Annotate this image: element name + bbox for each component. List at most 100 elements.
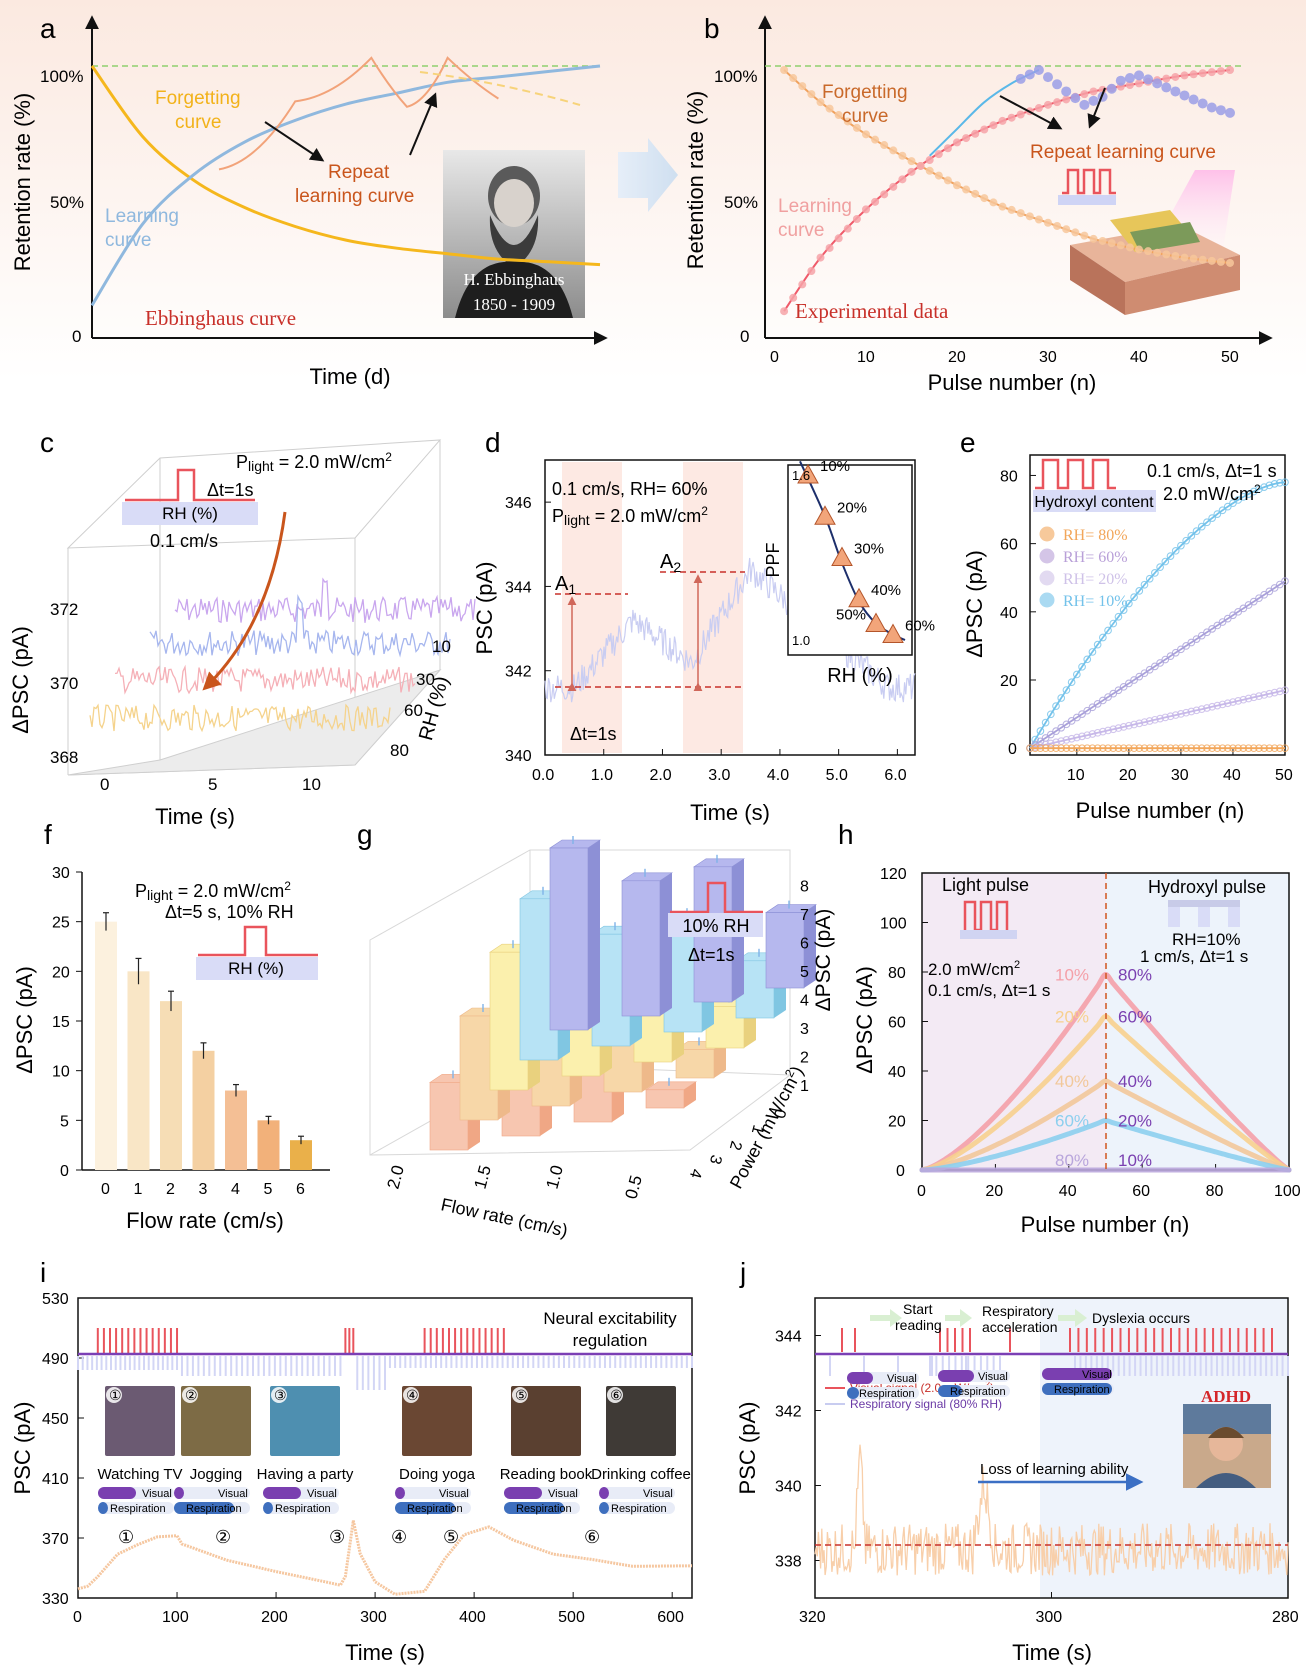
f-bar-5 [257, 1120, 280, 1170]
d-inset-triangle [814, 505, 836, 525]
e-point [1067, 734, 1076, 743]
e-point [1265, 689, 1274, 698]
g-xlabel: Flow rate (cm/s) [439, 1194, 569, 1240]
panel-letter-i: i [40, 1257, 46, 1288]
e-point [1166, 552, 1175, 560]
e-point [1265, 744, 1274, 753]
g-power-4: 4 [686, 1167, 705, 1180]
i-activity-label-2: Having a party [257, 1466, 354, 1483]
g-box1: 10% RH [682, 916, 749, 936]
b-xtick-50: 50 [1221, 349, 1239, 366]
h-ytick-120: 120 [880, 866, 907, 883]
j-xlabel: Time (s) [1012, 1640, 1092, 1665]
g-flow-2.0: 2.0 [384, 1163, 408, 1191]
h-left-label-2: 40% [1055, 1072, 1089, 1091]
e-point [1114, 724, 1123, 732]
e-point [1072, 733, 1081, 742]
i-title2: regulation [573, 1331, 648, 1350]
e-point [1161, 655, 1170, 664]
b-ylabel: Retention rate (%) [683, 91, 708, 270]
e-point [1182, 536, 1190, 545]
b-forgetting-point [798, 82, 807, 91]
b-repeat-point [1070, 93, 1081, 104]
e-ylabel: ΔPSC (pA) [962, 550, 987, 658]
g-ztick-8: 8 [800, 879, 809, 896]
g-power-ticks: 0 1 2 3 4 [686, 1107, 789, 1180]
d-inset-xlabel: RH (%) [827, 665, 893, 687]
j-legend-resp: Respiratory signal (80% RH) [850, 1397, 1002, 1411]
f-xtick-1: 1 [134, 1181, 143, 1198]
e-point [1125, 679, 1133, 688]
a-repeat-tail [419, 71, 581, 106]
i-xtick-200: 200 [261, 1609, 288, 1626]
b-forgetting-point [943, 176, 952, 185]
g-bar-front [549, 847, 589, 1031]
i-bar-bg [599, 1487, 675, 1499]
e-point [1213, 621, 1222, 630]
b-forgetting-point [825, 104, 834, 113]
b-forgetting-point [1016, 209, 1025, 218]
e-legend-3: RH= 10% [1063, 593, 1128, 610]
c-power-p: P [236, 452, 248, 472]
e-point [1093, 700, 1102, 708]
e-point [1151, 662, 1159, 671]
i-trace-marker-0: ① [118, 1527, 134, 1547]
h-left-label-1: 20% [1055, 1008, 1089, 1027]
panel-f: f 0 5 10 15 20 25 30 0 1 2 3 4 5 6 Plight = 2.0 mW/c… [12, 819, 330, 1233]
e-point [1145, 665, 1154, 674]
i-bar-bg [599, 1502, 675, 1514]
b-repeat-point [1015, 73, 1026, 84]
e-point [1270, 584, 1279, 592]
c-x-ticks: 0 5 10 [100, 775, 321, 794]
e-point [1249, 597, 1258, 606]
d-dt: Δt=1s [570, 724, 617, 744]
g-ztick-2: 2 [800, 1050, 809, 1067]
i-activity-label-0: Watching TV [97, 1466, 182, 1483]
b-repeat-point [1134, 70, 1144, 81]
e-ytick-60: 60 [1000, 537, 1018, 554]
h-xtick-60: 60 [1132, 1183, 1150, 1200]
j-resp-label-2: Respiration [1054, 1384, 1110, 1396]
b-forgetting-point [1144, 247, 1153, 256]
i-activity-num-3: ④ [406, 1387, 419, 1403]
e-point [1218, 744, 1227, 753]
e-point [1255, 692, 1263, 700]
e-legend-marker [1039, 592, 1055, 608]
h-right-label-0: 80% [1118, 965, 1152, 984]
b-learning-point [816, 253, 825, 262]
e-point [1135, 744, 1144, 753]
e-point [1046, 710, 1055, 719]
g-bar-front [645, 1089, 685, 1109]
j-visual-resp-bars: Visual Respiration Visual Respiration Visual… [847, 1368, 1114, 1400]
b-learning-point [943, 144, 952, 153]
e-point [1140, 718, 1149, 727]
b-forgetting-point [1180, 253, 1189, 262]
e-point [1234, 607, 1243, 616]
b-forgetting-point [1007, 205, 1016, 214]
b-learning-point [834, 234, 843, 243]
h-ytick-60: 60 [888, 1015, 906, 1032]
i-ytick-450: 450 [42, 1411, 69, 1428]
e-point [1145, 717, 1154, 725]
e-point [1099, 744, 1107, 753]
j-step1: Start [903, 1301, 933, 1317]
j-visual-label-1: Visual [978, 1371, 1008, 1383]
e-point [1140, 669, 1149, 678]
i-activity-num-4: ⑤ [515, 1387, 528, 1403]
e-plot-frame [1029, 454, 1286, 756]
j-resp-bar [938, 1385, 962, 1397]
i-activity-badge [271, 1387, 287, 1403]
e-point [1223, 614, 1232, 623]
b-repeat-point [1124, 73, 1135, 84]
d-ytick-342: 342 [505, 664, 532, 681]
b-forgetting-point [1189, 254, 1198, 263]
f-xtick-4: 4 [231, 1181, 240, 1198]
b-forgetting-point [1116, 241, 1125, 250]
i-xlabel: Time (s) [345, 1640, 425, 1665]
i-visual-label-0: Visual [142, 1488, 172, 1500]
e-ann1: 0.1 cm/s, Δt=1 s [1147, 461, 1277, 481]
e-point [1057, 694, 1066, 702]
panel-c: c 372 370 368 10 30 60 80 0 5 10 ΔP [8, 427, 476, 829]
b-forgetting-point [980, 194, 989, 203]
